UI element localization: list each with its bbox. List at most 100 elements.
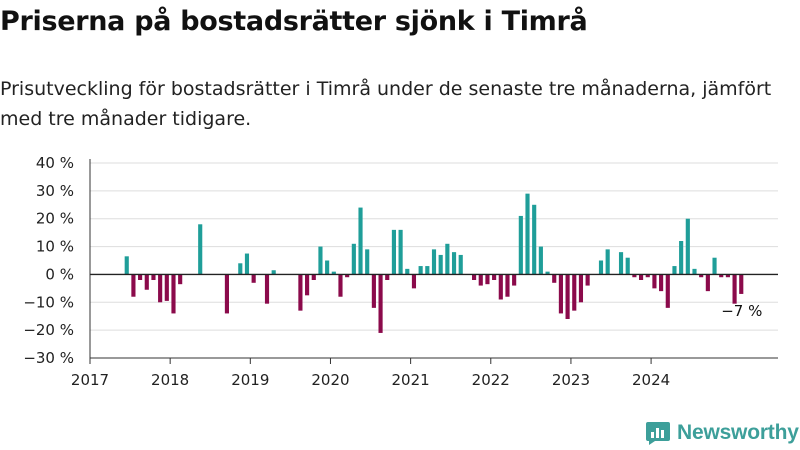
- bar: [732, 274, 737, 304]
- bar: [345, 274, 350, 278]
- bar: [565, 274, 570, 319]
- bar: [378, 274, 383, 333]
- bar: [739, 274, 744, 294]
- bar: [138, 274, 143, 280]
- bar: [699, 274, 704, 278]
- bar: [198, 224, 203, 275]
- bar: [385, 274, 390, 280]
- bar: [472, 274, 477, 280]
- brand-name: Newsworthy: [677, 421, 799, 444]
- x-tick-label: 2023: [552, 371, 590, 389]
- y-tick-label: 20 %: [36, 210, 74, 228]
- x-tick-label: 2021: [392, 371, 430, 389]
- bars: [124, 193, 744, 333]
- bar: [178, 274, 183, 285]
- x-tick-label: 2024: [632, 371, 670, 389]
- bar: [451, 252, 457, 275]
- newsworthy-logo-icon: [646, 422, 670, 445]
- bar: [692, 268, 697, 275]
- chart-title: Priserna på bostadsrätter sjönk i Timrå: [0, 6, 588, 37]
- bar: [659, 274, 664, 292]
- bar: [598, 260, 604, 275]
- bar: [665, 274, 670, 308]
- bar: [505, 274, 510, 297]
- bar: [525, 193, 530, 275]
- y-tick-label: 30 %: [36, 182, 74, 200]
- bar: [438, 254, 443, 275]
- bar: [605, 249, 610, 275]
- axes: [89, 159, 778, 364]
- bar: [365, 249, 370, 275]
- bar: [545, 271, 550, 275]
- y-tick-label: 0 %: [45, 265, 74, 283]
- bar: [238, 263, 243, 275]
- bar: [705, 274, 710, 292]
- y-tick-label: −20 %: [23, 321, 74, 339]
- bar: [645, 274, 650, 278]
- bar: [625, 257, 630, 275]
- bar: [685, 218, 690, 275]
- y-tick-label: 10 %: [36, 238, 74, 256]
- bar: [244, 253, 250, 275]
- bar: [411, 274, 417, 289]
- x-tick-label: 2020: [311, 371, 349, 389]
- bar: [351, 243, 356, 275]
- bar: [552, 274, 557, 283]
- bar: [224, 274, 229, 314]
- y-tick-label: −30 %: [23, 349, 74, 367]
- bar: [271, 270, 276, 275]
- bar: [712, 257, 717, 275]
- bar: [512, 274, 517, 286]
- y-tick-label: 40 %: [36, 154, 74, 172]
- x-tick-label: 2022: [472, 371, 510, 389]
- bar: [311, 274, 316, 280]
- bar: [652, 274, 657, 289]
- bar: [431, 249, 437, 275]
- bar: [445, 243, 450, 275]
- tick-labels: 40 % 30 % 20 % 10 % 0 % −10 % −20 % −30 % 2017 20…: [23, 154, 670, 389]
- bar: [251, 274, 256, 283]
- bar: [492, 274, 497, 280]
- bar: [578, 274, 584, 303]
- bar: [458, 254, 463, 275]
- bar: [391, 229, 396, 275]
- bar: [298, 274, 303, 311]
- bar: [618, 252, 624, 275]
- bar: [124, 256, 129, 275]
- newsworthy-brand: Newsworthy: [645, 420, 799, 446]
- bar: [672, 266, 677, 275]
- y-tick-label: −10 %: [23, 293, 74, 311]
- bar: [518, 215, 523, 275]
- bar: [679, 241, 684, 275]
- bar: [498, 274, 503, 300]
- bar: [532, 204, 537, 275]
- bar: [639, 274, 644, 280]
- last-value-annotation: −7 %: [721, 302, 762, 320]
- bar: [719, 274, 724, 278]
- bar: [264, 274, 270, 304]
- bar: [538, 246, 543, 275]
- bar: [131, 274, 136, 297]
- bar: [572, 274, 577, 311]
- bar: [318, 246, 323, 275]
- bar: [485, 274, 490, 285]
- bar: [144, 274, 149, 290]
- bar: [164, 274, 169, 301]
- bar: [425, 266, 430, 275]
- bar: [171, 274, 176, 314]
- bar: [151, 274, 156, 280]
- bar: [331, 271, 336, 275]
- bar: [325, 260, 330, 275]
- bar: [585, 274, 590, 286]
- bar: [558, 274, 563, 314]
- bar: [478, 274, 483, 286]
- chart-subtitle: Prisutveckling för bostadsrätter i Timrå…: [0, 78, 772, 130]
- bar: [405, 268, 410, 275]
- bar: [371, 274, 376, 308]
- bar: [305, 274, 310, 296]
- bar: [418, 266, 423, 275]
- bar: [338, 274, 343, 297]
- bar: [358, 207, 363, 275]
- x-tick-label: 2019: [231, 371, 269, 389]
